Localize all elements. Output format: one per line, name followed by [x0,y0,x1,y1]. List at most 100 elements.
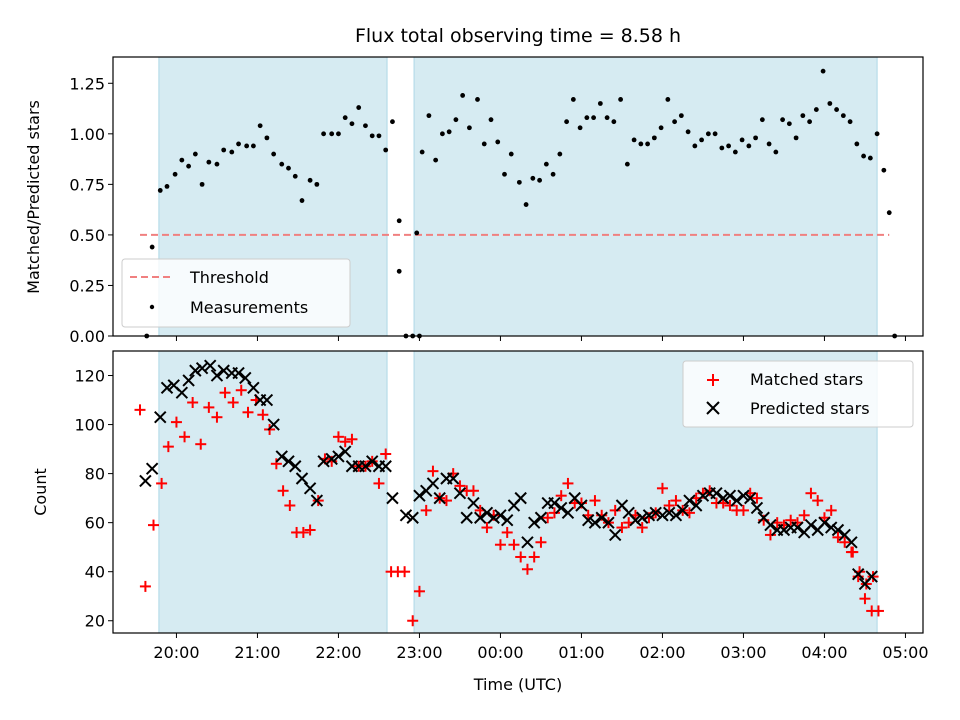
measurement-point [685,129,691,135]
matched-star-point [616,522,628,534]
measurement-point [577,125,583,131]
y-tick-label: 20 [85,612,105,631]
predicted-star-point [203,359,217,372]
predicted-star-point [818,516,831,529]
matched-star-point [589,495,601,507]
matched-star-point [297,526,309,538]
measurement-point [214,161,220,167]
predicted-stars-points [139,359,878,591]
predicted-star-point [317,455,330,468]
predicted-star-point [764,518,777,532]
matched-star-point [764,529,776,541]
measurement-point [271,151,277,157]
measurement-point [874,131,880,137]
measurement-point [827,101,833,106]
x-axis-label: Time (UTC) [473,675,562,694]
top-legend: Threshold Measurements [121,258,351,328]
y-tick-label: 100 [74,416,105,435]
predicted-star-point [160,381,174,394]
matched-star-point [501,526,513,538]
matched-star-point [454,480,466,492]
measurement-point [192,151,198,157]
measurement-point [516,179,522,185]
matched-star-point [413,585,425,597]
predicted-star-point [325,452,338,466]
legend-predicted-swatch [706,401,720,415]
measurement-point [732,149,738,155]
measurement-point [363,123,368,129]
matched-star-point [609,504,621,516]
legend-measurements-swatch [149,304,155,310]
predicted-star-point [494,509,507,522]
matched-star-point [737,504,749,516]
top-plot-frame [112,56,924,337]
predicted-star-point [446,472,460,485]
measurement-point [543,161,549,167]
predicted-star-point [845,536,858,549]
predicted-star-point [723,489,737,502]
predicted-star-point [175,386,189,399]
matched-star-point [179,431,191,443]
matched-star-point [407,615,419,627]
legend-measurements-label: Measurements [190,298,308,317]
predicted-star-point [548,496,561,510]
measurement-point [611,119,617,125]
predicted-star-point [534,511,548,524]
predicted-star-point [710,487,723,500]
measurement-point [759,117,765,123]
matched-star-point [227,396,239,408]
predicted-star-point [195,361,209,375]
measurement-point [426,113,432,119]
matched-star-point [420,504,432,516]
top-y-axis-label: Matched/Predicted stars [24,100,43,294]
legend-matched-label: Matched stars [750,370,863,389]
predicted-star-point [662,506,676,520]
bottom-plot-frame [112,350,924,634]
measurement-point [488,117,494,123]
legend-matched-swatch [707,374,719,386]
measurement-point [460,93,466,98]
measurement-point [665,97,671,102]
measurement-point [638,141,644,147]
predicted-star-point [656,509,669,522]
bottom-legend: Matched stars Predicted stars [682,360,914,428]
predicted-star-point [642,509,656,522]
predicted-star-point [239,371,252,385]
measurement-point [321,131,326,137]
measurement-point [467,125,472,131]
matched-star-point [139,580,151,592]
predicted-star-point [521,536,534,549]
matched-star-point [481,522,493,534]
y-tick-label: 40 [85,563,105,582]
predicted-star-point [561,506,575,520]
predicted-star-point [554,501,568,515]
measurement-point [453,117,459,123]
measurement-point [396,218,402,224]
measurement-point [564,119,569,125]
matched-star-point [528,551,540,563]
measurement-point [292,173,298,179]
measurement-point [523,202,529,207]
measurement-point [419,149,425,155]
matched-star-point [508,539,520,551]
measurement-point [349,121,355,127]
predicted-star-point [413,489,426,502]
legend-threshold-label: Threshold [189,268,269,287]
predicted-star-point [426,477,440,490]
matched-star-point [242,406,254,418]
bottom-y-ticks: 20 40 60 80 100 120 [74,367,113,631]
measurement-point [502,171,507,177]
measurement-point [672,119,677,125]
x-tick-label: 01:00 [558,643,604,662]
measurement-point [314,181,320,187]
measurement-point [244,143,250,149]
y-tick-label: 0.25 [69,276,105,295]
top-x-ticks [175,336,906,341]
shaded-interval [158,350,388,634]
predicted-star-point [282,455,295,468]
matched-star-point [724,499,736,511]
matched-star-point [467,485,479,497]
y-tick-label: 0.00 [69,327,105,346]
predicted-star-point [433,491,446,505]
measurement-point [236,141,241,147]
